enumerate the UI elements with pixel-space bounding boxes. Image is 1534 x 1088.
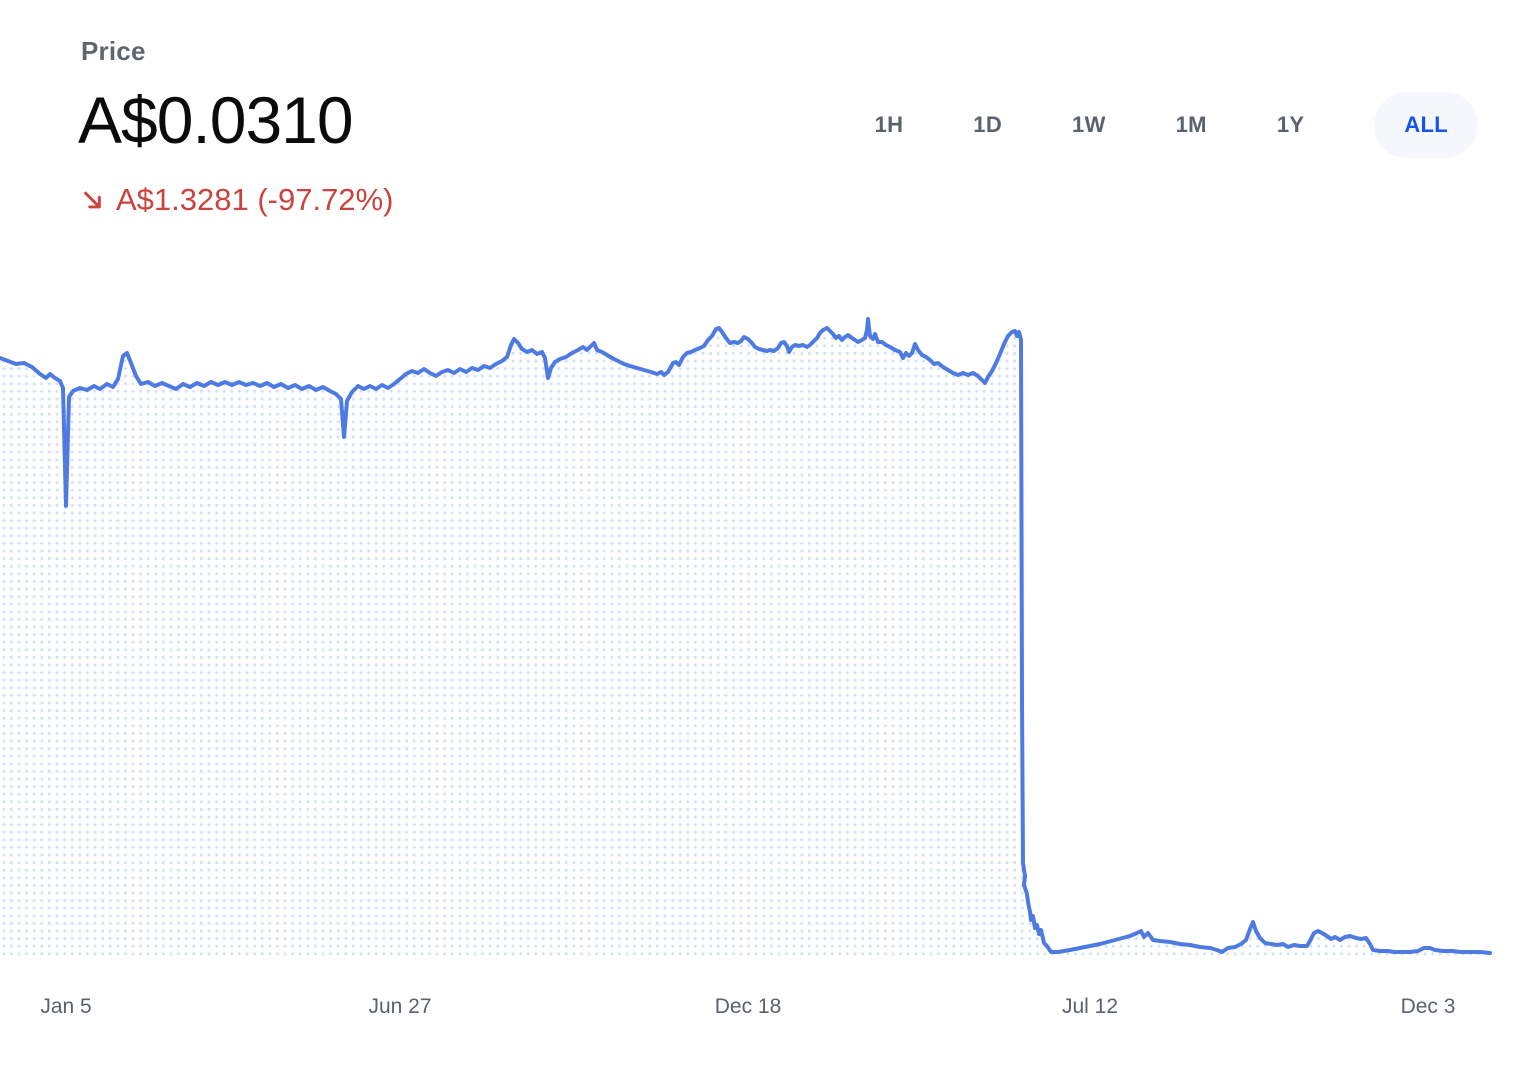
range-option-1y[interactable]: 1Y bbox=[1276, 112, 1305, 137]
chart-area-fill bbox=[0, 319, 1490, 956]
range-selector: 1H 1D 1W 1M 1Y ALL bbox=[875, 92, 1478, 158]
price-label: Price bbox=[81, 36, 146, 66]
price-change: A$1.3281 (-97.72%) bbox=[80, 182, 393, 218]
price-change-text: A$1.3281 (-97.72%) bbox=[116, 182, 394, 217]
chart-line-path bbox=[0, 317, 1492, 955]
down-right-arrow-icon bbox=[84, 191, 101, 208]
range-option-1w[interactable]: 1W bbox=[1072, 112, 1106, 137]
range-option-1d[interactable]: 1D bbox=[973, 112, 1003, 137]
range-option-all[interactable]: ALL bbox=[1374, 92, 1478, 158]
range-option-1m[interactable]: 1M bbox=[1175, 112, 1207, 137]
price-value: A$0.0310 bbox=[78, 83, 354, 157]
range-option-1h[interactable]: 1H bbox=[874, 112, 904, 137]
